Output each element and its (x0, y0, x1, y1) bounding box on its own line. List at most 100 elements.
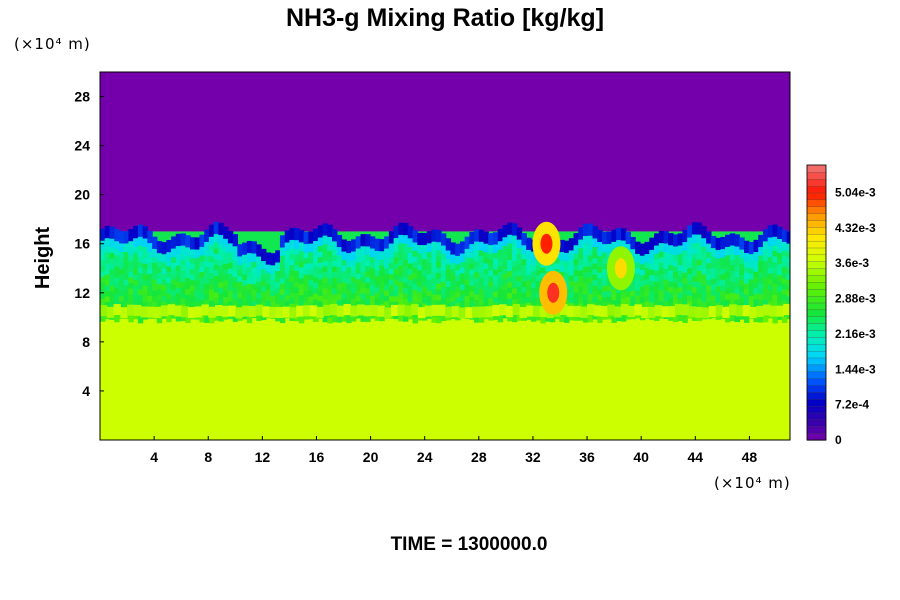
field-cell (114, 294, 120, 301)
colorbar-segment (806, 384, 827, 393)
transition-cell (715, 305, 724, 317)
field-cell (620, 315, 627, 322)
field-cell (710, 300, 717, 308)
field-cell (204, 261, 210, 268)
field-cell (663, 274, 669, 281)
field-cell (109, 247, 115, 254)
field-cell (493, 297, 499, 304)
field-cell (474, 283, 480, 290)
field-cell (298, 262, 305, 269)
field-cell (403, 249, 409, 256)
field-cell (350, 260, 357, 267)
interface-cell (265, 264, 272, 274)
field-cell (578, 259, 584, 266)
field-cell (251, 300, 257, 307)
field-cell (194, 280, 201, 287)
field-cell (493, 269, 499, 276)
transition-cell (675, 303, 683, 315)
field-cell (223, 297, 229, 304)
interface-cell (227, 243, 234, 252)
field-cell (393, 268, 399, 275)
field-cell (587, 299, 594, 306)
interface-cell (284, 230, 291, 243)
field-cell (762, 316, 769, 323)
field-cell (455, 292, 461, 299)
interface-cell (474, 241, 480, 251)
field-cell (573, 287, 579, 294)
field-cell (223, 286, 229, 293)
field-cell (332, 294, 338, 301)
field-cell (123, 268, 130, 275)
colorbar-segment (806, 178, 827, 187)
field-cell (781, 316, 788, 323)
field-cell (701, 296, 707, 303)
field-cell (142, 258, 149, 265)
field-cell (242, 291, 248, 298)
field-cell (720, 263, 726, 270)
field-cell (185, 272, 191, 279)
field-cell (398, 254, 404, 261)
field-cell (142, 285, 149, 292)
field-cell (564, 278, 570, 285)
field-cell (497, 260, 504, 268)
field-cell (384, 262, 390, 269)
field-cell (644, 262, 650, 269)
field-cell (436, 295, 442, 302)
field-cell (100, 293, 106, 300)
interface-cell (166, 252, 172, 261)
field-cell (185, 300, 191, 307)
field-cell (455, 281, 461, 288)
interface-cell (739, 249, 745, 259)
field-cell (346, 300, 352, 307)
field-cell (748, 279, 755, 286)
interface-cell (303, 244, 310, 253)
transition-cell (539, 306, 548, 318)
field-cell (294, 298, 300, 305)
field-cell (715, 297, 721, 304)
interface-cell (298, 230, 305, 243)
field-cell (668, 292, 674, 299)
field-cell (327, 317, 333, 324)
interface-cell (744, 252, 750, 262)
interface-cell (298, 242, 305, 251)
field-cell (758, 277, 764, 284)
field-cell (308, 257, 314, 265)
field-cell (474, 316, 480, 323)
field-cell (493, 313, 499, 320)
field-cell (516, 292, 523, 299)
interface-cell (204, 241, 210, 251)
interface-cell (223, 238, 229, 248)
interface-cell (649, 237, 655, 250)
field-cell (137, 284, 144, 291)
field-cell (635, 262, 641, 269)
field-cell (573, 298, 579, 305)
field-cell (535, 292, 542, 299)
interface-cell (223, 226, 229, 239)
field-cell (100, 254, 106, 262)
interface-cell (118, 243, 125, 253)
transition-cell (357, 304, 365, 316)
field-cell (327, 278, 333, 285)
x-unit-label: (×10⁴ m) (714, 474, 791, 492)
field-cell (422, 275, 428, 282)
field-cell (725, 294, 731, 301)
field-cell (417, 253, 423, 260)
field-cell (114, 266, 120, 273)
field-cell (767, 246, 774, 253)
field-cell (530, 293, 537, 300)
transition-cell (641, 306, 649, 319)
field-cell (583, 250, 589, 257)
field-cell (521, 287, 527, 294)
field-cell (384, 301, 390, 308)
field-cell (147, 268, 153, 275)
field-cell (133, 246, 139, 254)
field-cell (403, 254, 409, 261)
field-cell (412, 300, 418, 307)
interface-cell (142, 238, 149, 248)
field-cell (412, 289, 418, 296)
field-cell (332, 316, 338, 323)
field-cell (360, 260, 366, 267)
field-cell (559, 271, 565, 278)
field-cell (104, 302, 111, 309)
field-cell (772, 295, 778, 302)
